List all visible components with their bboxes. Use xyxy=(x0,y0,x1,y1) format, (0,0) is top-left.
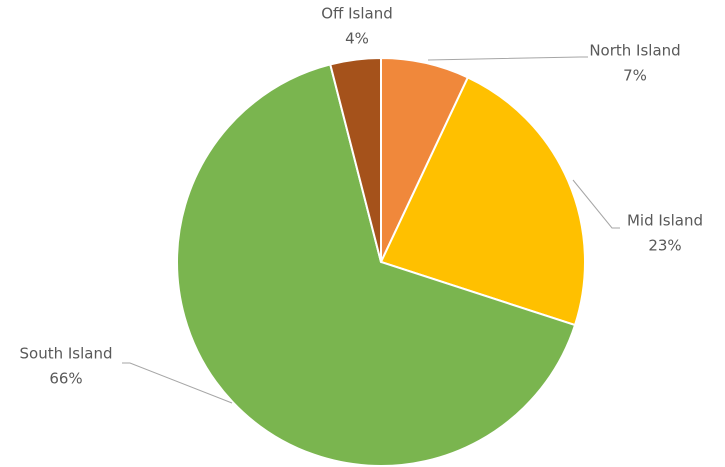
value-label: 23% xyxy=(648,237,681,255)
category-label: South Island xyxy=(20,345,113,363)
value-label: 7% xyxy=(623,67,647,85)
category-label: Off Island xyxy=(321,5,393,23)
value-label: 66% xyxy=(49,370,82,388)
category-label: Mid Island xyxy=(627,212,703,230)
value-label: 4% xyxy=(345,30,369,48)
category-label: North Island xyxy=(589,42,680,60)
leader-line xyxy=(572,179,620,229)
leader-line xyxy=(427,56,588,61)
pie-slice xyxy=(329,56,382,263)
pie-slice xyxy=(176,63,577,467)
pie-slice xyxy=(379,76,586,327)
leader-line xyxy=(122,362,233,404)
